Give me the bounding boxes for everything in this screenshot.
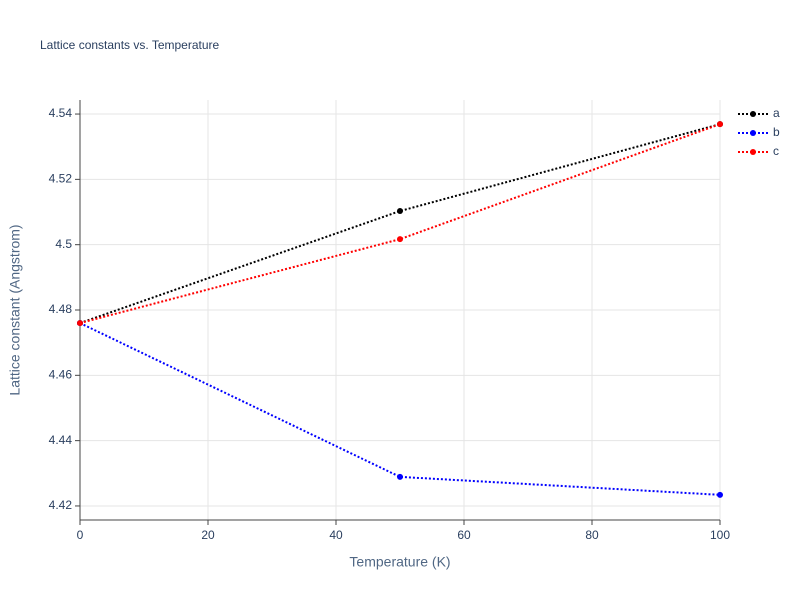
legend-label: a bbox=[773, 106, 780, 120]
y-tick-label: 4.5 bbox=[55, 237, 72, 251]
y-tick-label: 4.44 bbox=[49, 433, 73, 447]
x-tick-label: 0 bbox=[77, 528, 84, 542]
data-point bbox=[397, 236, 403, 243]
data-point bbox=[397, 208, 403, 215]
y-tick-label: 4.42 bbox=[49, 498, 73, 512]
y-tick-label: 4.54 bbox=[49, 106, 73, 120]
x-tick-label: 80 bbox=[585, 528, 599, 542]
x-tick-label: 20 bbox=[201, 528, 215, 542]
data-point bbox=[717, 491, 723, 498]
data-point bbox=[77, 320, 83, 327]
y-tick-label: 4.46 bbox=[49, 367, 73, 381]
x-axis-label: Temperature (K) bbox=[349, 554, 450, 570]
series-line bbox=[79, 123, 721, 325]
legend-label: b bbox=[773, 125, 780, 139]
x-tick-label: 100 bbox=[710, 528, 730, 542]
x-tick-label: 40 bbox=[329, 528, 343, 542]
legend-marker bbox=[750, 149, 756, 155]
y-tick-label: 4.52 bbox=[49, 172, 73, 186]
data-point bbox=[717, 121, 723, 128]
chart-title: Lattice constants vs. Temperature bbox=[40, 38, 220, 52]
series-line bbox=[79, 322, 721, 496]
y-axis-label: Lattice constant (Angstrom) bbox=[7, 224, 23, 395]
x-tick-label: 60 bbox=[457, 528, 471, 542]
legend-marker bbox=[750, 130, 756, 136]
legend-label: c bbox=[773, 144, 779, 158]
series-line bbox=[79, 123, 721, 325]
legend-marker bbox=[750, 111, 756, 117]
data-point bbox=[397, 473, 403, 480]
y-tick-label: 4.48 bbox=[49, 302, 73, 316]
